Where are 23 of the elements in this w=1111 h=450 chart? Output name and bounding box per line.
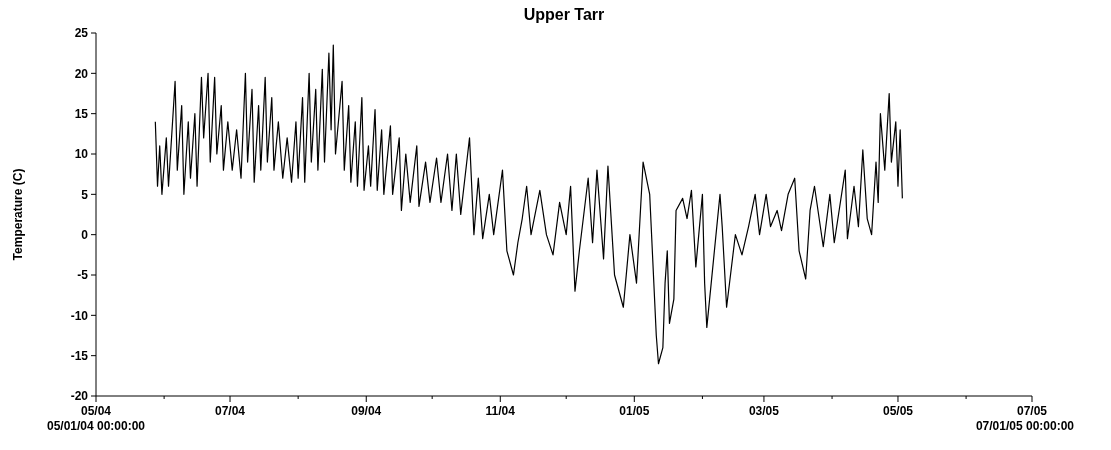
y-tick-label: -15 <box>70 348 89 363</box>
y-tick-label: -5 <box>77 268 89 283</box>
y-axis-title: Temperature (C) <box>11 168 25 261</box>
y-tick-label: 20 <box>74 66 89 81</box>
x-tick-label: 03/05 <box>748 404 780 418</box>
x-tick-label: 09/04 <box>351 404 382 418</box>
y-tick-label: -20 <box>70 389 89 404</box>
x-tick-label: 05/04 <box>80 404 112 418</box>
chart-title: Upper Tarr <box>523 6 605 23</box>
y-tick-label: 15 <box>74 106 89 121</box>
x-tick-label: 11/04 <box>485 404 516 418</box>
text: 07/01/05 00:00:00 <box>975 419 1075 433</box>
line-series <box>154 44 903 365</box>
x-tick-label: 07/05 <box>1016 404 1048 418</box>
y-tick-label: 5 <box>81 187 89 202</box>
y-tick-label: 25 <box>74 26 89 41</box>
x-tick-label: 05/05 <box>882 404 914 418</box>
y-tick-label: 10 <box>74 147 89 162</box>
x-tick-label: 01/05 <box>619 404 650 418</box>
x-tick-label: 07/04 <box>215 404 246 418</box>
y-tick-label: -10 <box>70 308 89 323</box>
y-tick-label: 0 <box>81 227 89 242</box>
text: 05/01/04 00:00:00 <box>46 419 146 433</box>
